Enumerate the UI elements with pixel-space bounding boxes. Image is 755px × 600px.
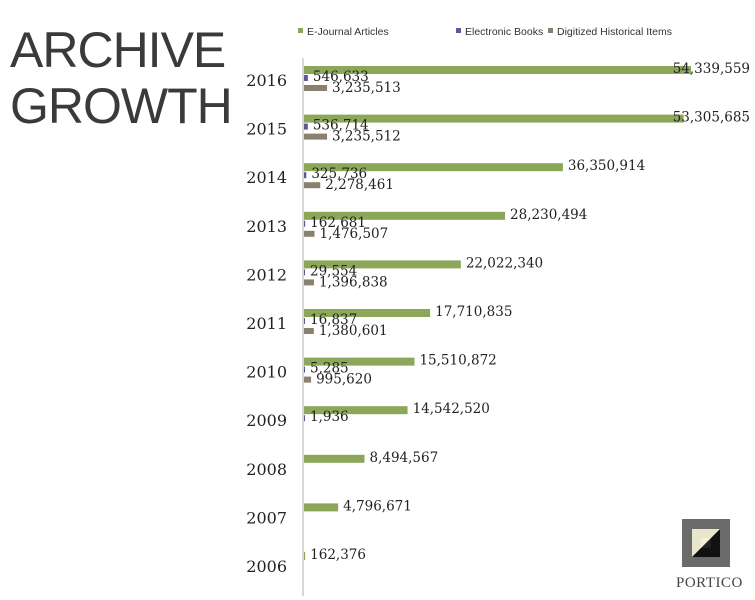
data-label-ejournal: 15,510,872 — [419, 353, 496, 369]
bar-ebooks — [304, 220, 306, 227]
bar-ejournal — [304, 260, 461, 269]
data-label-ejournal: 28,230,494 — [510, 207, 587, 223]
year-label: 2011 — [246, 314, 287, 333]
data-label-ebooks: 1,936 — [310, 409, 349, 425]
bar-ejournal — [304, 114, 684, 123]
year-label: 2007 — [246, 508, 287, 527]
bar-ejournal — [304, 552, 306, 560]
data-label-ejournal: 22,022,340 — [466, 255, 543, 271]
year-label: 2010 — [246, 363, 287, 382]
bar-digitized — [304, 85, 328, 91]
portico-logo-text: PORTICO — [676, 575, 743, 591]
data-label-digitized: 995,620 — [316, 372, 372, 388]
bar-ebooks — [304, 123, 308, 130]
bar-digitized — [304, 182, 321, 189]
data-label-ebooks: 162,681 — [310, 215, 366, 231]
data-label-digitized: 3,235,512 — [332, 129, 401, 145]
year-label: 2013 — [246, 217, 287, 236]
bar-ejournal — [304, 454, 365, 463]
title-line-1: ARCHIVE — [10, 22, 226, 78]
data-label-ebooks: 546,633 — [313, 69, 369, 85]
data-label-ejournal: 54,339,559 — [673, 61, 750, 77]
data-label-ebooks: 325,736 — [311, 166, 367, 182]
data-label-ejournal: 162,376 — [310, 547, 366, 563]
data-label-digitized: 1,396,838 — [319, 274, 388, 290]
chart-title: ARCHIVE GROWTH — [10, 22, 233, 134]
bar-ebooks — [304, 75, 308, 81]
legend-label: Electronic Books — [465, 26, 543, 38]
data-label-digitized: 3,235,513 — [332, 80, 401, 96]
year-label: 2009 — [246, 411, 287, 430]
bar-ejournal — [304, 309, 431, 317]
title-line-2: GROWTH — [10, 78, 233, 134]
data-label-digitized: 1,380,601 — [319, 323, 388, 339]
data-label-ejournal: 14,542,520 — [413, 401, 490, 417]
data-label-ejournal: 17,710,835 — [435, 304, 512, 320]
year-label: 2012 — [246, 265, 287, 284]
data-label-ejournal: 4,796,671 — [343, 498, 412, 514]
bar-digitized — [304, 376, 312, 383]
bar-ejournal — [304, 211, 506, 220]
bar-digitized — [304, 230, 315, 237]
data-label-digitized: 2,278,461 — [325, 177, 394, 193]
portico-logo — [682, 519, 730, 567]
bar-digitized — [304, 133, 328, 140]
legend-label: Digitized Historical Items — [557, 26, 672, 38]
legend-label: E-Journal Articles — [307, 26, 389, 38]
bar-ejournal — [304, 357, 415, 366]
data-label-ejournal: 8,494,567 — [369, 450, 438, 466]
data-label-ebooks: 16,837 — [310, 312, 357, 328]
portico-logo-icon — [692, 529, 720, 557]
year-label: 2014 — [246, 168, 287, 187]
bar-ebooks — [304, 172, 307, 179]
year-label: 2006 — [246, 557, 287, 576]
bar-ejournal — [304, 163, 563, 172]
legend-swatch — [456, 28, 461, 33]
data-label-ebooks: 536,714 — [313, 118, 369, 134]
bar-ejournal — [304, 406, 408, 415]
legend-swatch — [298, 28, 303, 33]
data-label-ebooks: 5,285 — [310, 361, 349, 377]
data-label-ejournal: 36,350,914 — [568, 158, 645, 174]
bar-digitized — [304, 328, 314, 334]
data-label-digitized: 1,476,507 — [320, 226, 389, 242]
bar-ebooks — [304, 269, 305, 276]
year-label: 2015 — [246, 120, 287, 139]
year-label: 2016 — [246, 71, 287, 90]
bar-digitized — [304, 279, 314, 286]
bar-ebooks — [304, 366, 305, 373]
legend-swatch — [548, 28, 553, 33]
data-label-ebooks: 29,554 — [310, 263, 357, 279]
year-label: 2008 — [246, 460, 287, 479]
bar-ejournal — [304, 66, 691, 74]
bar-ebooks — [304, 318, 305, 324]
data-label-ejournal: 53,305,685 — [673, 110, 750, 126]
bar-ebooks — [304, 415, 305, 422]
bar-ejournal — [304, 503, 339, 512]
